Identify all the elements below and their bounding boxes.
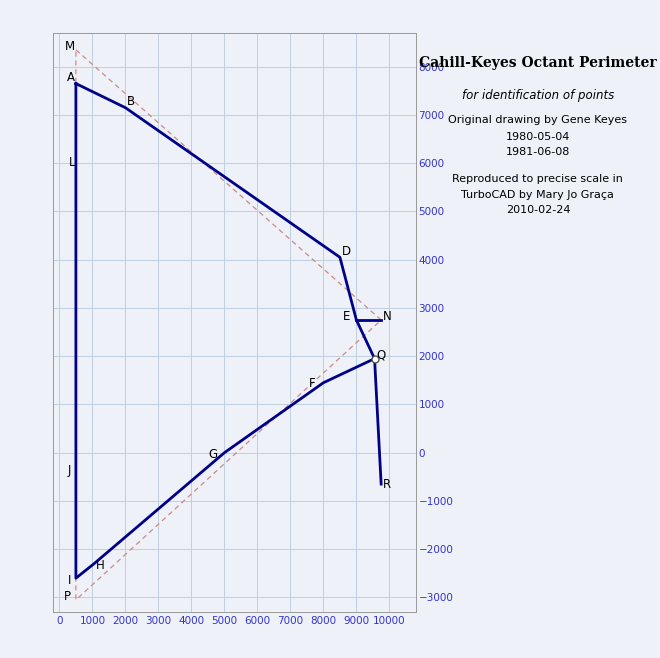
Text: Q: Q: [376, 349, 385, 362]
Text: 2010-02-24: 2010-02-24: [506, 205, 570, 215]
Text: P: P: [64, 590, 71, 603]
Text: R: R: [383, 478, 391, 491]
Text: for identification of points: for identification of points: [462, 89, 614, 102]
Text: Reproduced to precise scale in: Reproduced to precise scale in: [453, 174, 623, 184]
Text: M: M: [65, 39, 75, 53]
Text: 1981-06-08: 1981-06-08: [506, 147, 570, 157]
Text: J: J: [67, 465, 71, 478]
Text: 1980-05-04: 1980-05-04: [506, 132, 570, 141]
Text: L: L: [69, 155, 75, 168]
Text: N: N: [383, 310, 391, 323]
Text: TurboCAD by Mary Jo Graça: TurboCAD by Mary Jo Graça: [461, 190, 614, 199]
Text: I: I: [67, 574, 71, 587]
Text: D: D: [342, 245, 350, 258]
Text: E: E: [343, 310, 350, 323]
Text: G: G: [209, 449, 218, 461]
Text: B: B: [127, 95, 135, 109]
Text: Original drawing by Gene Keyes: Original drawing by Gene Keyes: [448, 115, 628, 125]
Text: F: F: [309, 376, 315, 390]
Text: Cahill-Keyes Octant Perimeter: Cahill-Keyes Octant Perimeter: [419, 56, 657, 70]
Text: H: H: [96, 559, 104, 572]
Text: A: A: [67, 71, 75, 84]
